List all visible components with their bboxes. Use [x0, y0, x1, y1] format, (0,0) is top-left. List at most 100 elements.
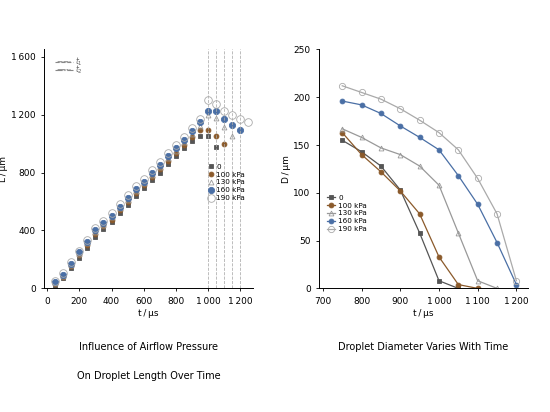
130 kPa: [84, 241, 91, 246]
160 kPa: [221, 116, 227, 121]
190 kPa: [189, 126, 195, 131]
130 kPa: [475, 278, 481, 283]
160 kPa: [213, 109, 219, 114]
0: [148, 178, 155, 183]
Line: 190 kPa: 190 kPa: [52, 96, 252, 285]
190 kPa: [60, 271, 67, 276]
190 kPa: [164, 150, 171, 155]
160 kPa: [436, 147, 442, 152]
0: [76, 255, 82, 260]
130 kPa: [133, 189, 139, 194]
160 kPa: [513, 282, 520, 287]
0: [133, 194, 139, 199]
0: [140, 186, 147, 191]
0: [436, 278, 442, 283]
0: [92, 234, 99, 239]
160 kPa: [189, 129, 195, 133]
100 kPa: [397, 188, 404, 193]
130 kPa: [108, 215, 115, 220]
190 kPa: [148, 167, 155, 172]
Line: 160 kPa: 160 kPa: [52, 108, 243, 286]
0: [60, 276, 67, 281]
0: [100, 227, 107, 232]
190 kPa: [513, 278, 520, 283]
130 kPa: [164, 156, 171, 161]
160 kPa: [397, 124, 404, 129]
130 kPa: [229, 133, 235, 138]
190 kPa: [108, 211, 115, 215]
130 kPa: [378, 145, 384, 150]
0: [156, 170, 163, 175]
Line: 190 kPa: 190 kPa: [339, 83, 520, 284]
Line: 160 kPa: 160 kPa: [340, 98, 519, 287]
100 kPa: [221, 142, 227, 147]
190 kPa: [339, 83, 345, 88]
160 kPa: [140, 179, 147, 184]
160 kPa: [116, 204, 123, 209]
160 kPa: [378, 111, 384, 116]
130 kPa: [205, 113, 211, 118]
130 kPa: [148, 173, 155, 178]
Legend: 0, 100 kPa, 130 kPa, 160 kPa, 190 kPa: 0, 100 kPa, 130 kPa, 160 kPa, 190 kPa: [327, 195, 367, 232]
190 kPa: [455, 147, 461, 152]
0: [197, 133, 204, 138]
130 kPa: [416, 164, 423, 169]
160 kPa: [205, 108, 211, 113]
100 kPa: [173, 151, 179, 156]
190 kPa: [100, 218, 107, 223]
0: [108, 219, 115, 224]
130 kPa: [436, 183, 442, 187]
Line: 130 kPa: 130 kPa: [53, 113, 234, 286]
130 kPa: [68, 262, 75, 267]
190 kPa: [52, 279, 58, 284]
190 kPa: [397, 106, 404, 111]
160 kPa: [108, 213, 115, 218]
190 kPa: [205, 98, 211, 103]
Line: 0: 0: [53, 133, 218, 288]
0: [116, 211, 123, 215]
190 kPa: [436, 130, 442, 135]
160 kPa: [416, 135, 423, 140]
Text: Influence of Airflow Pressure: Influence of Airflow Pressure: [79, 342, 218, 352]
190 kPa: [475, 176, 481, 181]
100 kPa: [475, 286, 481, 291]
100 kPa: [100, 224, 107, 229]
Legend: 0, 100 kPa, 130 kPa, 160 kPa, 190 kPa: 0, 100 kPa, 130 kPa, 160 kPa, 190 kPa: [208, 164, 245, 201]
100 kPa: [140, 183, 147, 188]
100 kPa: [92, 232, 99, 236]
130 kPa: [180, 139, 187, 144]
Text: Droplet Diameter Varies With Time: Droplet Diameter Varies With Time: [338, 342, 509, 352]
190 kPa: [494, 211, 501, 216]
0: [416, 230, 423, 235]
Line: 0: 0: [340, 138, 460, 290]
130 kPa: [124, 197, 131, 202]
130 kPa: [92, 230, 99, 235]
190 kPa: [84, 237, 91, 242]
160 kPa: [76, 250, 82, 255]
160 kPa: [173, 146, 179, 151]
Line: 130 kPa: 130 kPa: [340, 126, 499, 291]
100 kPa: [60, 274, 67, 279]
190 kPa: [92, 226, 99, 231]
190 kPa: [68, 260, 75, 265]
100 kPa: [339, 130, 345, 135]
160 kPa: [455, 173, 461, 178]
100 kPa: [205, 127, 211, 132]
190 kPa: [76, 248, 82, 253]
190 kPa: [173, 143, 179, 148]
190 kPa: [156, 159, 163, 164]
160 kPa: [339, 98, 345, 103]
100 kPa: [133, 191, 139, 196]
130 kPa: [100, 222, 107, 227]
100 kPa: [108, 217, 115, 222]
X-axis label: t / μs: t / μs: [138, 309, 159, 318]
160 kPa: [358, 103, 365, 108]
160 kPa: [84, 240, 91, 245]
100 kPa: [116, 208, 123, 213]
190 kPa: [229, 113, 235, 118]
160 kPa: [148, 170, 155, 175]
Text: $t_1$: $t_1$: [75, 56, 83, 68]
0: [68, 266, 75, 271]
160 kPa: [68, 262, 75, 267]
130 kPa: [197, 124, 204, 129]
